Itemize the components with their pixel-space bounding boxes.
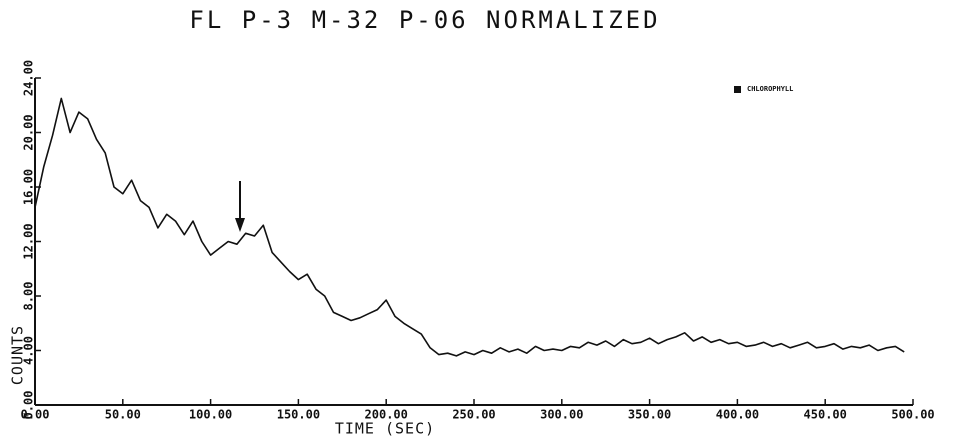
chart-title: FL P-3 M-32 P-06 NORMALIZED: [189, 6, 660, 34]
legend-label: CHLOROPHYLL: [747, 85, 793, 93]
x-tick-label: 300.00: [540, 408, 583, 422]
x-tick-label: 400.00: [716, 408, 759, 422]
y-tick-label: 20.00: [22, 114, 36, 150]
x-tick-label: 500.00: [891, 408, 934, 422]
y-tick-label: 24.00: [22, 60, 36, 96]
x-tick-label: 50.00: [105, 408, 141, 422]
y-axis-label: COUNTS: [9, 325, 27, 385]
y-tick-label: 0.00: [22, 391, 36, 420]
y-tick-label: 12.00: [22, 223, 36, 259]
x-tick-label: 0.00: [21, 408, 50, 422]
x-tick-label: 350.00: [628, 408, 671, 422]
annotation-arrow: [235, 181, 245, 232]
x-tick-label: 200.00: [365, 408, 408, 422]
x-axis-label: TIME (SEC): [335, 420, 435, 437]
y-tick-label: 16.00: [22, 169, 36, 205]
x-tick-label: 100.00: [189, 408, 232, 422]
y-tick-label: 8.00: [22, 282, 36, 311]
x-tick-label: 250.00: [452, 408, 495, 422]
data-line: [34, 97, 905, 357]
x-tick-label: 450.00: [804, 408, 847, 422]
y-tick-label: 4.00: [22, 336, 36, 365]
x-tick-label: 150.00: [277, 408, 320, 422]
legend-marker: [734, 86, 741, 93]
